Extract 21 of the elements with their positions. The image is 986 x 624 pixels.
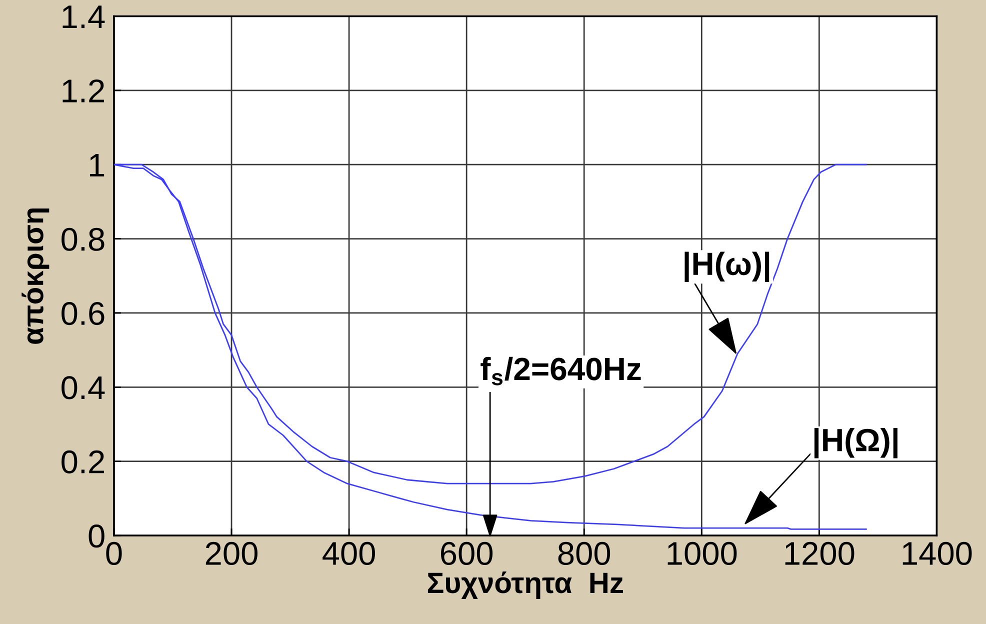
y-tick-label: 0 — [88, 524, 104, 548]
ref-line-label: f$_{s}$/2=640Hz — [480, 356, 641, 386]
y-tick-label: 1.4 — [62, 6, 105, 28]
x-tick-label: 600 — [441, 542, 493, 566]
x-tick-label: 400 — [322, 542, 375, 566]
x-axis-title: Συχνότητα Hz — [428, 571, 623, 599]
y-tick-label: 0.6 — [62, 302, 104, 326]
y-tick-label: 0.4 — [62, 376, 105, 400]
x-tick-label: 1000 — [668, 542, 737, 566]
y-axis-title: απόκριση — [22, 208, 50, 344]
x-tick-label: 1200 — [785, 542, 854, 566]
annotation: |H(ω)| — [684, 252, 770, 282]
y-tick-label: 1.2 — [62, 79, 104, 102]
x-tick-label: 200 — [206, 542, 258, 566]
x-tick-label: 800 — [558, 542, 610, 566]
x-tick-label: 1400 — [902, 542, 972, 566]
annotation: |H(Ω)| — [814, 428, 898, 458]
y-tick-label: 0.2 — [62, 450, 104, 474]
y-tick-label: 1 — [90, 154, 104, 176]
x-tick-label: 0 — [106, 542, 122, 566]
y-tick-label: 0.8 — [62, 228, 104, 251]
